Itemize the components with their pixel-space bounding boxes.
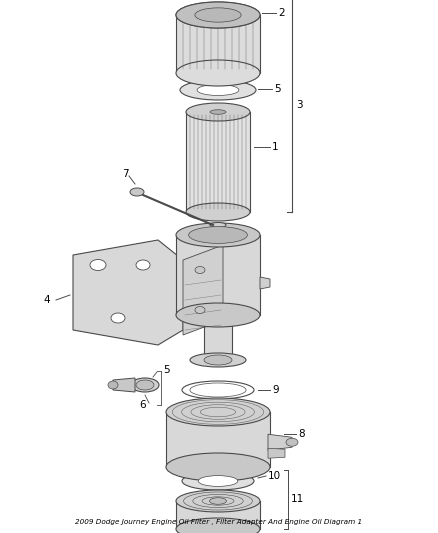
Ellipse shape [136,260,150,270]
Text: 3: 3 [296,100,303,109]
Text: 6: 6 [139,400,145,410]
Polygon shape [183,245,223,335]
Polygon shape [166,412,270,467]
Polygon shape [204,315,232,360]
Ellipse shape [195,266,205,273]
Ellipse shape [176,518,260,533]
Polygon shape [113,378,135,392]
Text: 2: 2 [278,8,285,18]
Polygon shape [260,277,270,289]
Ellipse shape [176,303,260,327]
Text: 11: 11 [291,495,304,505]
Ellipse shape [189,227,247,244]
Ellipse shape [136,380,154,390]
Text: 10: 10 [268,471,281,481]
Text: 8: 8 [298,429,304,439]
Ellipse shape [204,355,232,365]
Ellipse shape [286,438,298,446]
Text: 5: 5 [163,365,170,375]
Ellipse shape [111,313,125,323]
Ellipse shape [210,222,226,228]
Ellipse shape [176,223,260,247]
Ellipse shape [176,490,260,512]
Ellipse shape [108,381,118,389]
Ellipse shape [204,355,232,365]
Polygon shape [176,501,260,529]
Ellipse shape [166,453,270,481]
Ellipse shape [190,383,246,397]
Polygon shape [176,15,260,73]
Text: 1: 1 [272,142,279,152]
Ellipse shape [166,398,270,426]
Ellipse shape [190,353,246,367]
Polygon shape [268,434,292,450]
Ellipse shape [197,85,239,95]
Ellipse shape [131,378,159,392]
Ellipse shape [180,80,256,100]
Ellipse shape [195,8,241,22]
Text: 2009 Dodge Journey Engine Oil Filter , Filter Adapter And Engine Oil Diagram 1: 2009 Dodge Journey Engine Oil Filter , F… [75,519,363,525]
Ellipse shape [195,306,205,313]
Ellipse shape [210,498,226,504]
Text: 7: 7 [122,169,129,179]
Ellipse shape [186,103,250,121]
Ellipse shape [176,2,260,28]
Ellipse shape [186,203,250,221]
Ellipse shape [198,475,238,487]
Ellipse shape [130,188,144,196]
Ellipse shape [182,381,254,399]
Ellipse shape [176,60,260,86]
Text: 9: 9 [272,385,279,395]
Ellipse shape [210,110,226,114]
Text: 5: 5 [274,84,281,94]
Polygon shape [268,448,285,458]
Ellipse shape [182,472,254,490]
Text: 4: 4 [43,295,49,305]
Polygon shape [186,112,250,212]
Ellipse shape [176,2,260,28]
Polygon shape [73,240,183,345]
Ellipse shape [90,260,106,271]
Polygon shape [176,235,260,315]
